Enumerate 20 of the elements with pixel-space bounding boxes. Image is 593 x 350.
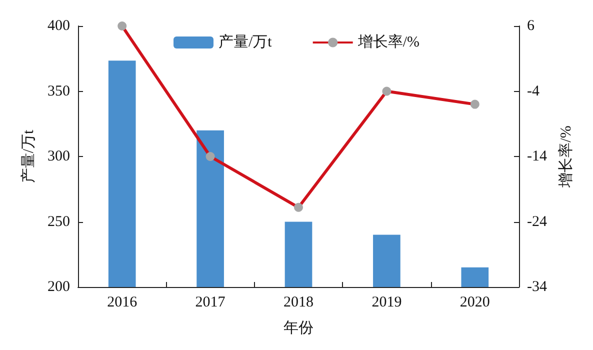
x-tick-label: 2016 bbox=[107, 294, 138, 310]
legend-label: 产量/万t bbox=[218, 34, 273, 50]
y-tick-label: 250 bbox=[48, 214, 70, 230]
y-tick-label: 350 bbox=[48, 83, 70, 100]
y2-axis-title: 增长率/% bbox=[558, 126, 574, 188]
y-axis-title: 产量/万t bbox=[20, 129, 38, 184]
y-tick-label: 300 bbox=[48, 148, 70, 164]
y2-tick-label: -24 bbox=[527, 214, 548, 230]
y-tick-label: 400 bbox=[48, 18, 70, 34]
y2-tick-label: 6 bbox=[527, 18, 535, 34]
y-tick-label: 200 bbox=[48, 279, 70, 295]
x-tick-label: 2018 bbox=[284, 294, 314, 310]
legend-label: 增长率/% bbox=[356, 34, 420, 50]
x-tick-label: 2017 bbox=[195, 294, 226, 310]
x-axis-title: 年份 bbox=[284, 320, 314, 336]
y2-tick-label: -4 bbox=[527, 83, 540, 100]
y2-tick-label: -34 bbox=[527, 279, 548, 295]
y2-tick-label: -14 bbox=[527, 148, 548, 164]
x-tick-label: 2020 bbox=[460, 294, 490, 310]
x-tick-label: 2019 bbox=[372, 294, 402, 310]
